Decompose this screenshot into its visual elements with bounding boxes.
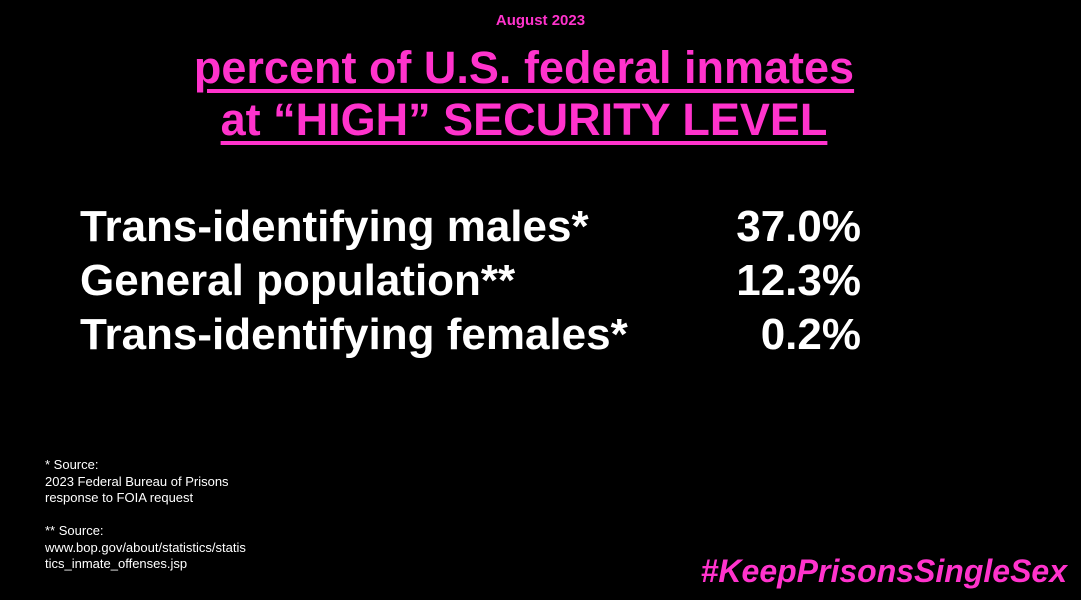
stat-label: General population** xyxy=(80,256,516,305)
footnote-line: ** Source: xyxy=(45,523,104,538)
stat-value: 12.3% xyxy=(736,256,861,305)
footnote-line: www.bop.gov/about/statistics/statis xyxy=(45,539,246,555)
footnote-2: ** Source: www.bop.gov/about/statistics/… xyxy=(45,523,246,573)
stat-label: Trans-identifying males* xyxy=(80,202,589,251)
stat-value: 37.0% xyxy=(736,202,861,251)
stat-row: Trans-identifying males* 37.0% xyxy=(80,200,861,254)
footnote-line: * Source: xyxy=(45,457,99,472)
footnote-line: tics_inmate_offenses.jsp xyxy=(45,556,188,571)
title-line-2: at “HIGH” SECURITY LEVEL xyxy=(220,94,828,145)
date-label: August 2023 xyxy=(495,12,586,29)
stat-label: Trans-identifying females* xyxy=(80,310,628,359)
title-line-1: percent of U.S. federal inmates xyxy=(193,42,855,93)
footnote-line: 2023 Federal Bureau of Prisons xyxy=(45,473,229,489)
footnote-1: * Source: 2023 Federal Bureau of Prisons… xyxy=(45,457,229,507)
stat-row: General population** 12.3% xyxy=(80,254,861,308)
page-title: percent of U.S. federal inmates at “HIGH… xyxy=(0,42,1048,146)
stat-row: Trans-identifying females* 0.2% xyxy=(80,308,861,362)
hashtag: #KeepPrisonsSingleSex xyxy=(700,553,1067,589)
stat-value: 0.2% xyxy=(760,310,861,359)
footnote-line: response to FOIA request xyxy=(45,490,194,505)
